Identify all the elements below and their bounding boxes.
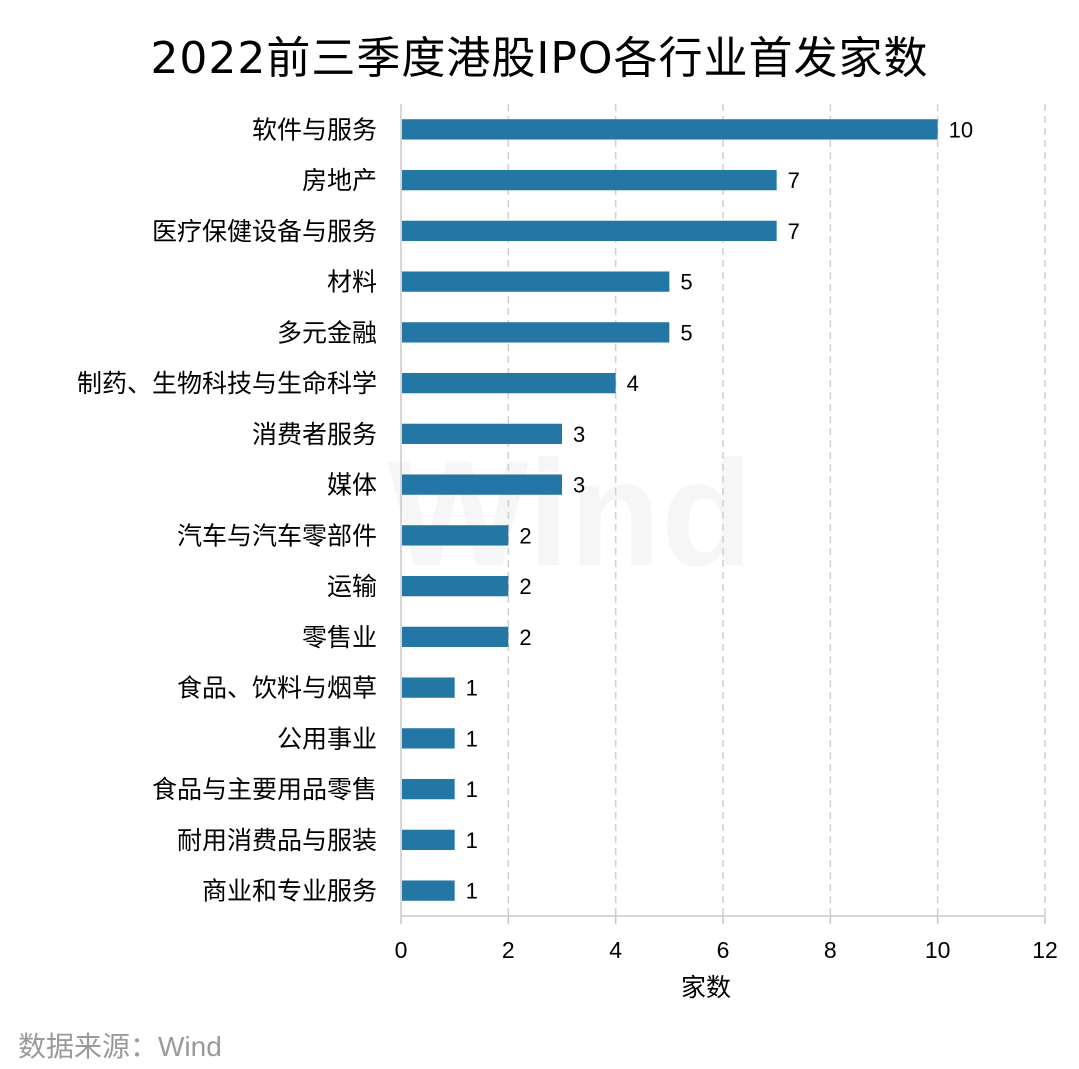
value-label: 5	[680, 320, 692, 345]
value-label: 4	[627, 371, 639, 396]
x-tick-label: 6	[717, 937, 730, 963]
value-label: 1	[466, 777, 478, 802]
x-tick-label: 4	[609, 937, 622, 963]
value-label: 7	[788, 219, 800, 244]
value-label: 3	[573, 473, 585, 498]
bar	[402, 728, 455, 749]
bar	[402, 474, 562, 495]
category-label: 运输	[327, 572, 377, 601]
value-label: 2	[519, 523, 531, 548]
category-label: 零售业	[302, 623, 377, 652]
bar	[402, 525, 509, 546]
category-label: 多元金融	[277, 318, 377, 347]
bar	[402, 372, 616, 394]
value-label: 5	[680, 270, 692, 295]
bar	[402, 778, 455, 800]
value-label: 1	[466, 726, 478, 751]
bar	[402, 423, 562, 445]
category-label: 食品、饮料与烟草	[177, 674, 377, 703]
category-label: 媒体	[327, 471, 377, 500]
category-label: 商业和专业服务	[202, 877, 377, 906]
value-label: 1	[466, 676, 478, 701]
bar	[402, 271, 670, 292]
category-label: 消费者服务	[252, 420, 377, 449]
bars	[402, 119, 938, 901]
bar	[402, 829, 455, 851]
bar	[402, 220, 777, 242]
value-label: 2	[519, 574, 531, 599]
x-tick-label: 12	[1032, 937, 1058, 963]
source-note: 数据来源：Wind	[18, 1031, 222, 1062]
bar	[402, 626, 509, 648]
x-tick-label: 8	[824, 937, 837, 963]
category-label: 汽车与汽车零部件	[177, 521, 377, 550]
x-tick-label: 2	[502, 937, 515, 963]
category-label: 耐用消费品与服装	[177, 826, 377, 855]
bar	[402, 677, 455, 698]
value-label: 1	[466, 828, 478, 853]
value-label: 1	[466, 879, 478, 904]
category-label: 材料	[327, 268, 377, 297]
x-tick-label: 10	[925, 937, 951, 963]
x-tick-label: 0	[395, 937, 408, 963]
value-label: 3	[573, 422, 585, 447]
category-label: 公用事业	[277, 724, 377, 753]
value-label: 7	[788, 168, 800, 193]
category-label: 制药、生物科技与生命科学	[77, 369, 377, 398]
chart-title: 2022前三季度港股IPO各行业首发家数	[150, 33, 929, 84]
x-axis: 0 2 4 6 8 10 12	[395, 104, 1058, 963]
x-axis-title: 家数	[681, 973, 731, 1002]
value-label: 10	[949, 117, 973, 142]
watermark: Wind	[387, 429, 752, 597]
category-label: 软件与服务	[252, 115, 377, 144]
bar	[402, 322, 670, 343]
bar	[402, 575, 509, 597]
category-label: 医疗保健设备与服务	[152, 217, 377, 246]
bar	[402, 169, 777, 191]
value-label: 2	[519, 625, 531, 650]
category-label: 房地产	[302, 166, 377, 195]
category-label: 食品与主要用品零售	[152, 775, 377, 804]
bar	[402, 119, 938, 140]
category-labels: 软件与服务房地产医疗保健设备与服务材料多元金融制药、生物科技与生命科学消费者服务…	[77, 115, 377, 905]
bar	[402, 880, 455, 901]
value-labels: 10 7 7 5 5 4 3 3 2 2 2 1 1 1 1 1	[466, 117, 973, 903]
